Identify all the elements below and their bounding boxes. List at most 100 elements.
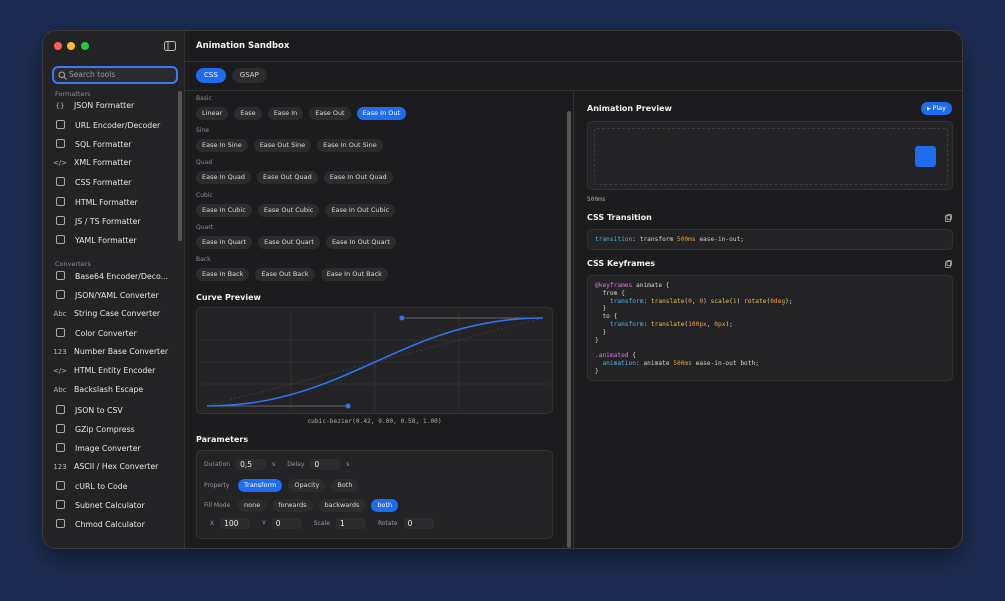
preset-button[interactable]: Ease In Back (196, 268, 250, 281)
code-line: @keyframes animate { (595, 282, 945, 290)
option-button[interactable]: both (371, 499, 399, 512)
sidebar-item[interactable]: JSON to CSV (52, 404, 123, 415)
code-token: animation (602, 359, 636, 367)
code-token: , (706, 320, 715, 328)
sidebar-item[interactable]: YAML Formatter (52, 234, 137, 245)
section-title: CSS Transition (587, 213, 652, 222)
item-label: JSON Formatter (74, 101, 135, 110)
preset-button[interactable]: Linear (196, 107, 229, 120)
sidebar-item[interactable]: cURL to Code (52, 480, 128, 491)
close-button[interactable] (54, 42, 62, 50)
sidebar-item[interactable]: Image Converter (52, 442, 141, 453)
code-token: ease-in-out; (695, 236, 745, 243)
preset-button[interactable]: Ease In (267, 107, 304, 120)
code-token: } (595, 328, 607, 336)
item-icon (56, 519, 65, 529)
sidebar-item[interactable]: Chmod Calculator (52, 519, 145, 529)
sidebar-scrollbar (178, 91, 182, 241)
sidebar-toggle[interactable] (164, 41, 176, 51)
preset-button[interactable]: Ease In Out Sine (317, 139, 383, 153)
sidebar-item[interactable]: URL Encoder/Decoder (52, 120, 160, 130)
param-label: Duration (204, 461, 231, 468)
preset-button[interactable]: Ease Out Sine (253, 139, 312, 153)
sidebar-item[interactable]: CSS Formatter (52, 177, 131, 187)
preset-button[interactable]: Ease In Out Quad (323, 171, 393, 185)
param-input[interactable]: 0 (271, 518, 302, 529)
param-label: X (210, 520, 215, 527)
tab[interactable]: GSAP (231, 68, 267, 83)
code-token: } (595, 305, 607, 313)
minimize-button[interactable] (67, 42, 75, 50)
sidebar-item[interactable]: JSON/YAML Converter (52, 289, 159, 300)
preset-button[interactable]: Ease In Quart (196, 235, 253, 249)
param-input[interactable]: 0 (403, 518, 434, 529)
item-icon (56, 177, 65, 187)
zoom-button[interactable] (81, 42, 89, 50)
tab[interactable]: CSS (196, 68, 226, 83)
code-token: 0deg (770, 297, 786, 305)
preset-button[interactable]: Ease In Sine (196, 139, 248, 153)
param-input[interactable]: 0,5 (236, 459, 267, 470)
option-button[interactable]: backwards (318, 499, 366, 512)
preset-row: Ease In Sine Ease Out Sine Ease In Out Sin… (196, 139, 383, 153)
sidebar-item[interactable]: Base64 Encoder/Deco... (52, 270, 168, 281)
preset-button[interactable]: Ease In Out Back (320, 268, 388, 281)
option-button[interactable]: forwards (272, 499, 313, 512)
preset-button[interactable]: Ease In Out Quart (325, 235, 396, 249)
code-token: 0 (688, 297, 692, 305)
option-button[interactable]: Transform (238, 479, 283, 492)
preset-button[interactable]: Ease (234, 107, 262, 120)
preset-button[interactable]: Ease Out (309, 107, 351, 120)
option-button[interactable]: Opacity (288, 479, 326, 492)
sidebar-item[interactable]: Abc Backslash Escape (52, 385, 143, 394)
copy-button[interactable] (945, 214, 952, 222)
preset-group-label: Cubic (196, 191, 213, 199)
stage-bounds (594, 128, 948, 185)
code-token: ease-in-out both; (691, 359, 759, 367)
sidebar-item[interactable]: SQL Formatter (52, 139, 131, 149)
copy-button[interactable] (945, 260, 952, 268)
sidebar-item[interactable]: </> HTML Entity Encoder (52, 366, 155, 375)
code-token: ); (725, 320, 733, 328)
sidebar-item[interactable]: GZip Compress (52, 423, 135, 434)
sidebar-item[interactable]: 123 ASCII / Hex Converter (52, 462, 158, 471)
preset-button[interactable]: Ease In Quad (196, 171, 251, 185)
option-button[interactable]: none (238, 499, 267, 512)
item-icon (56, 423, 65, 433)
code-token: } (595, 336, 599, 344)
item-label: YAML Formatter (75, 235, 137, 245)
code-token: 500ms (673, 359, 692, 367)
option-button[interactable]: Both (331, 479, 359, 492)
preset-button[interactable]: Ease In Out (356, 107, 407, 120)
sidebar-item[interactable]: Color Converter (52, 328, 137, 338)
param-input[interactable]: 0 (310, 459, 341, 470)
sidebar-item[interactable]: Abc String Case Converter (52, 309, 160, 318)
item-icon (56, 500, 65, 509)
sidebar-item[interactable]: {} JSON Formatter (52, 101, 135, 110)
sidebar-item[interactable]: 123 Number Base Converter (52, 347, 168, 356)
sidebar-item[interactable]: Subnet Calculator (52, 500, 145, 510)
preset-row: Ease In Cubic Ease Out Cubic Ease In Out C… (196, 203, 396, 217)
code-token: ( (684, 297, 689, 305)
sidebar-item[interactable]: JS / TS Formatter (52, 215, 141, 226)
play-button[interactable]: ▶ Play (921, 102, 952, 115)
sidebar-item[interactable]: </> XML Formatter (52, 158, 131, 167)
param-input[interactable]: 1 (335, 518, 366, 529)
param-input[interactable]: 100 (220, 518, 251, 529)
preset-button[interactable]: Ease Out Quart (258, 235, 320, 249)
sidebar-item[interactable]: HTML Formatter (52, 196, 138, 207)
window-title: Animation Sandbox (196, 41, 290, 51)
preset-button[interactable]: Ease Out Quad (257, 171, 318, 185)
curve-formula: cubic-bezier(0.42, 0.00, 0.58, 1.00) (307, 418, 442, 425)
item-icon (56, 442, 65, 452)
code-line: from { (595, 290, 945, 298)
preset-button[interactable]: Ease In Out Cubic (325, 203, 396, 217)
preset-button[interactable]: Ease In Cubic (196, 203, 252, 217)
search-box[interactable]: Search tools (52, 66, 178, 84)
preset-button[interactable]: Ease Out Back (255, 268, 315, 281)
curve-box (196, 307, 553, 414)
item-label: XML Formatter (74, 158, 132, 168)
code-line: transition: transform 500ms ease-in-out; (595, 236, 744, 243)
item-icon (56, 215, 65, 225)
preset-button[interactable]: Ease Out Cubic (257, 203, 320, 217)
